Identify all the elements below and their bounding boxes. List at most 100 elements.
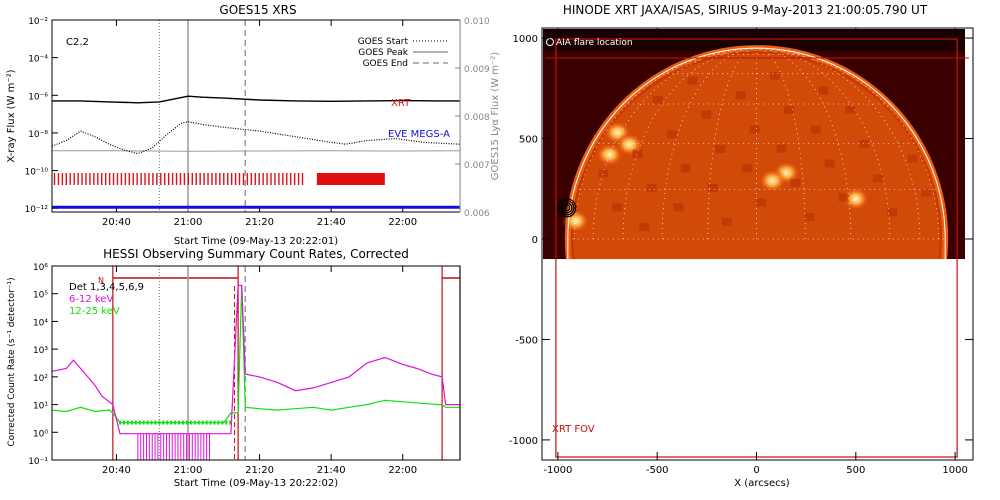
disk-texture-patch: [639, 222, 650, 231]
xrt-exposure-mark: [128, 173, 130, 185]
hessi-x-tick-label: 21:40: [317, 465, 346, 476]
disk-texture-patch: [770, 71, 781, 80]
xrt-x-tick-label: -500: [646, 465, 669, 476]
legend-6-12: 6-12 keV: [69, 294, 113, 305]
xrt-x-tick-label: 1000: [942, 465, 967, 476]
disk-texture-patch: [673, 203, 684, 212]
xrt-exposure-mark: [97, 173, 99, 185]
xrt-exposure-mark: [179, 173, 182, 185]
xrt-y-tick-label: 500: [519, 135, 538, 146]
hessi-xlabel: Start Time (09-May-13 20:22:02): [174, 478, 338, 489]
xrt-exposure-mark: [53, 173, 56, 185]
disk-texture-patch: [804, 213, 815, 222]
xrt-exposure-mark: [258, 173, 260, 185]
disk-texture-patch: [646, 183, 657, 192]
xrt-exposure-mark: [199, 173, 201, 185]
xrt-exposure-mark: [93, 173, 95, 185]
xrt-exposure-mark: [191, 173, 193, 185]
xrt-exposure-mark: [152, 173, 154, 185]
xrt-xlabel: X (arcsecs): [734, 478, 790, 489]
hessi-flag-label: N: [98, 276, 104, 285]
hessi-x-tick-label: 21:00: [174, 465, 203, 476]
xrt-exposure-mark: [148, 173, 150, 185]
goes-x-tick-label: 21:20: [245, 217, 274, 228]
xrt-panel: HINODE XRT JAXA/ISAS, SIRIUS 9-May-2013 …: [509, 3, 974, 489]
disk-texture-patch: [810, 125, 821, 134]
xrt-exposure-mark: [250, 173, 253, 185]
solar-limb-outline: [567, 47, 946, 260]
disk-texture-patch: [845, 105, 856, 114]
xrt-blank-area: [543, 259, 965, 260]
xrt-exposure-mark: [183, 173, 186, 185]
xrt-x-tick-label: -1000: [543, 465, 572, 476]
disk-texture-patch: [680, 164, 691, 173]
goes-title: GOES15 XRS: [219, 3, 296, 17]
goes-x-tick-label: 21:00: [174, 217, 203, 228]
goes-x-tick-label: 22:00: [388, 217, 417, 228]
hessi-y-tick-label: 10⁵: [33, 291, 48, 301]
disk-texture-patch: [776, 144, 787, 153]
xrt-exposure-mark: [175, 173, 178, 185]
goes-legend: GOES Start GOES Peak GOES End: [358, 37, 448, 69]
goes-right-tick-label: 0.007: [464, 161, 490, 171]
goes-panel: GOES15 XRS 20:40 21:00 21:20 21:40 22:00 10⁻²…: [6, 3, 501, 247]
annotation-eve: EVE MEGS-A: [388, 129, 450, 140]
disk-texture-patch: [612, 203, 623, 212]
goes-x-tick-label: 21:40: [317, 217, 346, 228]
goes-y-tick-label: 10⁻¹²: [25, 205, 49, 215]
xrt-exposure-mark: [65, 173, 67, 185]
xrt-fov-label: XRT FOV: [552, 424, 595, 435]
aia-flare-contour: [559, 200, 575, 216]
goes-right-tick-label: 0.009: [464, 65, 490, 75]
xrt-exposure-mark: [286, 173, 288, 185]
xrt-exposure-mark: [132, 173, 134, 185]
xrt-exposure-mark: [164, 173, 166, 185]
xrt-exposure-mark: [246, 173, 249, 185]
hessi-frame: [51, 265, 461, 461]
xrt-exposure-mark: [187, 173, 190, 185]
hessi-y-tick-label: 10⁻¹: [28, 457, 48, 467]
xrt-exposure-mark: [238, 173, 241, 185]
xrt-exposure-mark: [215, 173, 217, 185]
goes-xlabel: Start Time (09-May-13 20:22:01): [174, 236, 338, 247]
goes-x-tick-label: 20:40: [102, 217, 131, 228]
hessi-6-12-line: [51, 284, 460, 435]
disk-texture-patch: [783, 105, 794, 114]
hessi-y-tick-label: 10¹: [33, 402, 48, 412]
xrt-exposure-mark: [160, 173, 162, 185]
hessi-plot-area: 20:40 21:00 21:20 21:40 22:00 10⁶ 10⁵ 10⁴ 10³ 10²…: [28, 263, 461, 476]
disk-texture-patch: [598, 169, 609, 178]
xrt-exposure-mark: [85, 173, 87, 185]
xrt-exposure-mark: [227, 173, 229, 185]
goes-class-label: C2.2: [66, 37, 89, 48]
goes-short-channel-line: [51, 120, 461, 155]
xrt-title: HINODE XRT JAXA/ISAS, SIRIUS 9-May-2013 …: [563, 3, 928, 17]
legend-goes-peak: GOES Peak: [358, 48, 408, 58]
hessi-y-tick-label: 10⁴: [33, 318, 48, 328]
disk-texture-patch: [707, 183, 718, 192]
xrt-overlay: -1000 -500 0 500 1000 1000 500 0 -500 -1000: [509, 28, 973, 476]
disk-texture-patch: [653, 96, 664, 105]
hessi-y-tick-label: 10⁰: [33, 429, 48, 439]
goes-ylabel-right: GOES15 Lyα Flux (W m⁻²): [490, 52, 501, 180]
xrt-exposure-block: [316, 173, 385, 185]
xrt-exposure-mark: [57, 173, 60, 185]
goes-y-tick-label: 10⁻⁶: [28, 92, 48, 102]
goes-y-tick-label: 10⁻¹⁰: [25, 168, 49, 178]
hessi-12-25-line: [51, 285, 460, 424]
goes-right-tick-label: 0.006: [464, 209, 490, 219]
xrt-exposure-mark: [270, 173, 272, 185]
goes-right-tick-label: 0.010: [464, 17, 490, 27]
xrt-exposure-mark: [140, 173, 142, 185]
xrt-exposure-mark: [293, 173, 296, 185]
xrt-exposure-mark: [274, 173, 276, 185]
hessi-x-tick-label: 20:40: [102, 465, 131, 476]
xrt-exposure-mark: [211, 173, 213, 185]
disk-texture-patch: [742, 164, 753, 173]
xrt-exposure-mark: [69, 173, 71, 185]
disk-texture-patch: [749, 125, 760, 134]
disk-texture-patch: [824, 159, 835, 168]
xrt-exposure-mark: [219, 173, 221, 185]
disk-texture-patch: [756, 198, 767, 207]
